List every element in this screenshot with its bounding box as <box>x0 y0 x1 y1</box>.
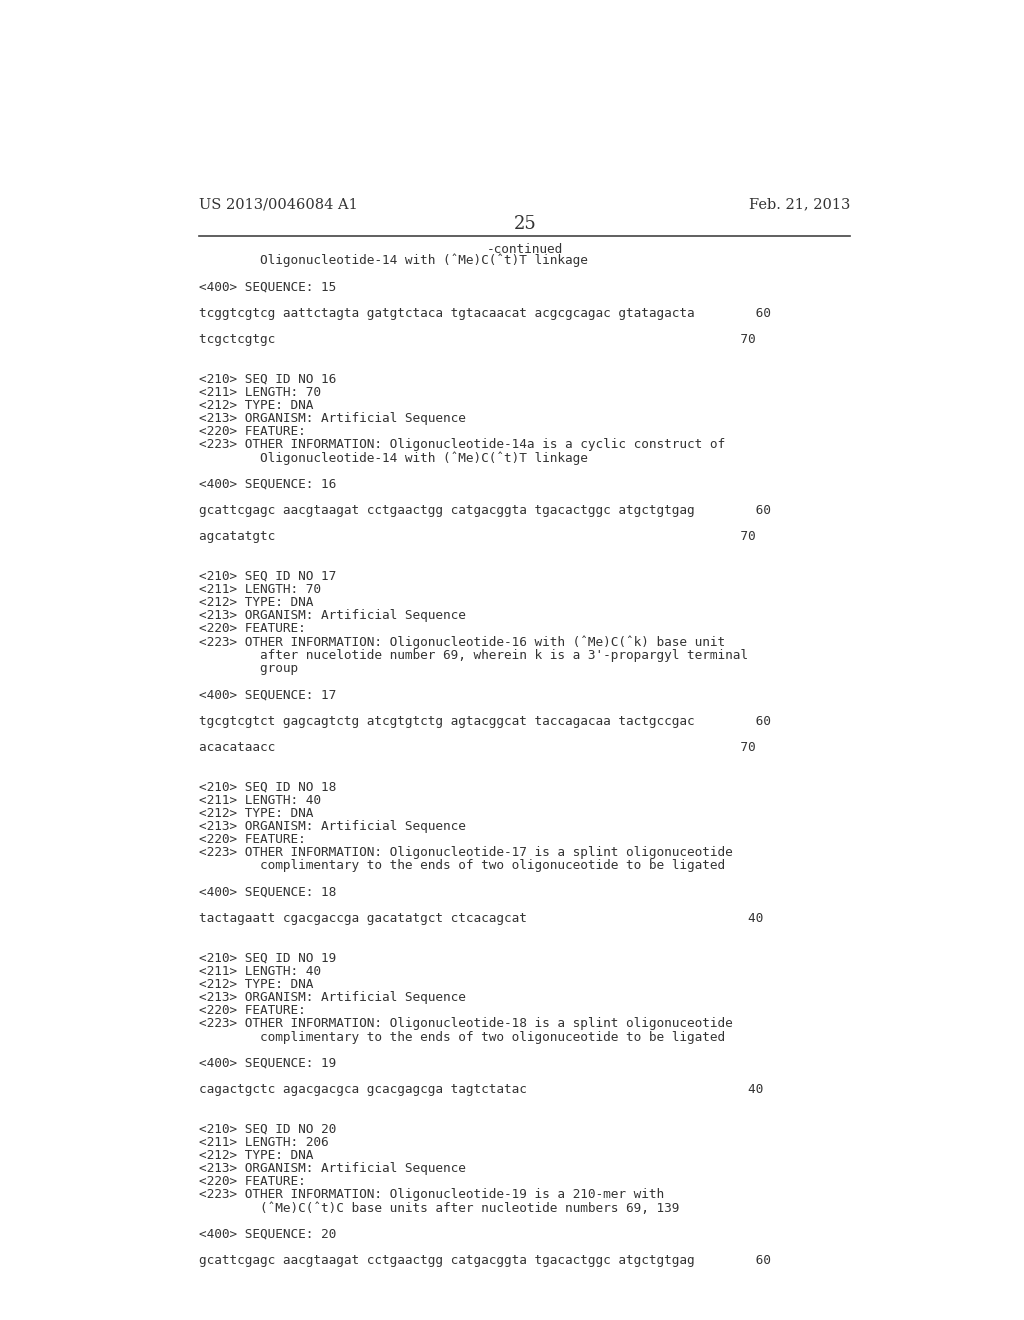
Text: <210> SEQ ID NO 20: <210> SEQ ID NO 20 <box>200 1122 337 1135</box>
Text: <223> OTHER INFORMATION: Oligonucleotide-16 with (ˆMe)C(ˆk) base unit: <223> OTHER INFORMATION: Oligonucleotide… <box>200 636 726 649</box>
Text: after nucelotide number 69, wherein k is a 3'-propargyl terminal: after nucelotide number 69, wherein k is… <box>200 649 749 661</box>
Text: <211> LENGTH: 40: <211> LENGTH: 40 <box>200 793 322 807</box>
Text: <211> LENGTH: 70: <211> LENGTH: 70 <box>200 385 322 399</box>
Text: -continued: -continued <box>486 243 563 256</box>
Text: agcatatgtc                                                             70: agcatatgtc 70 <box>200 531 756 544</box>
Text: <400> SEQUENCE: 17: <400> SEQUENCE: 17 <box>200 688 337 701</box>
Text: acacataacc                                                             70: acacataacc 70 <box>200 741 756 754</box>
Text: <220> FEATURE:: <220> FEATURE: <box>200 833 306 846</box>
Text: <213> ORGANISM: Artificial Sequence: <213> ORGANISM: Artificial Sequence <box>200 412 466 425</box>
Text: <211> LENGTH: 206: <211> LENGTH: 206 <box>200 1135 329 1148</box>
Text: (ˆMe)C(ˆt)C base units after nucleotide numbers 69, 139: (ˆMe)C(ˆt)C base units after nucleotide … <box>200 1201 680 1214</box>
Text: <212> TYPE: DNA: <212> TYPE: DNA <box>200 978 313 991</box>
Text: <223> OTHER INFORMATION: Oligonucleotide-19 is a 210-mer with: <223> OTHER INFORMATION: Oligonucleotide… <box>200 1188 665 1201</box>
Text: <211> LENGTH: 70: <211> LENGTH: 70 <box>200 583 322 597</box>
Text: <400> SEQUENCE: 16: <400> SEQUENCE: 16 <box>200 478 337 491</box>
Text: <220> FEATURE:: <220> FEATURE: <box>200 623 306 635</box>
Text: tcggtcgtcg aattctagta gatgtctaca tgtacaacat acgcgcagac gtatagacta        60: tcggtcgtcg aattctagta gatgtctaca tgtacaa… <box>200 306 771 319</box>
Text: <400> SEQUENCE: 19: <400> SEQUENCE: 19 <box>200 1057 337 1069</box>
Text: Oligonucleotide-14 with (ˆMe)C(ˆt)T linkage: Oligonucleotide-14 with (ˆMe)C(ˆt)T link… <box>200 451 589 465</box>
Text: tactagaatt cgacgaccga gacatatgct ctcacagcat                             40: tactagaatt cgacgaccga gacatatgct ctcacag… <box>200 912 764 925</box>
Text: <223> OTHER INFORMATION: Oligonucleotide-17 is a splint oligonuceotide: <223> OTHER INFORMATION: Oligonucleotide… <box>200 846 733 859</box>
Text: <213> ORGANISM: Artificial Sequence: <213> ORGANISM: Artificial Sequence <box>200 991 466 1005</box>
Text: <220> FEATURE:: <220> FEATURE: <box>200 1175 306 1188</box>
Text: <213> ORGANISM: Artificial Sequence: <213> ORGANISM: Artificial Sequence <box>200 610 466 622</box>
Text: complimentary to the ends of two oligonuceotide to be ligated: complimentary to the ends of two oligonu… <box>200 859 726 873</box>
Text: <210> SEQ ID NO 16: <210> SEQ ID NO 16 <box>200 372 337 385</box>
Text: <400> SEQUENCE: 20: <400> SEQUENCE: 20 <box>200 1228 337 1241</box>
Text: <210> SEQ ID NO 19: <210> SEQ ID NO 19 <box>200 952 337 965</box>
Text: cagactgctc agacgacgca gcacgagcga tagtctatac                             40: cagactgctc agacgacgca gcacgagcga tagtcta… <box>200 1084 764 1096</box>
Text: <212> TYPE: DNA: <212> TYPE: DNA <box>200 597 313 609</box>
Text: gcattcgagc aacgtaagat cctgaactgg catgacggta tgacactggc atgctgtgag        60: gcattcgagc aacgtaagat cctgaactgg catgacg… <box>200 1254 771 1267</box>
Text: Feb. 21, 2013: Feb. 21, 2013 <box>749 197 850 211</box>
Text: tcgctcgtgc                                                             70: tcgctcgtgc 70 <box>200 333 756 346</box>
Text: <220> FEATURE:: <220> FEATURE: <box>200 425 306 438</box>
Text: <213> ORGANISM: Artificial Sequence: <213> ORGANISM: Artificial Sequence <box>200 1162 466 1175</box>
Text: gcattcgagc aacgtaagat cctgaactgg catgacggta tgacactggc atgctgtgag        60: gcattcgagc aacgtaagat cctgaactgg catgacg… <box>200 504 771 517</box>
Text: Oligonucleotide-14 with (ˆMe)C(ˆt)T linkage: Oligonucleotide-14 with (ˆMe)C(ˆt)T link… <box>200 253 589 268</box>
Text: <223> OTHER INFORMATION: Oligonucleotide-14a is a cyclic construct of: <223> OTHER INFORMATION: Oligonucleotide… <box>200 438 726 451</box>
Text: <400> SEQUENCE: 15: <400> SEQUENCE: 15 <box>200 280 337 293</box>
Text: <210> SEQ ID NO 17: <210> SEQ ID NO 17 <box>200 570 337 583</box>
Text: group: group <box>200 661 299 675</box>
Text: <210> SEQ ID NO 18: <210> SEQ ID NO 18 <box>200 780 337 793</box>
Text: <220> FEATURE:: <220> FEATURE: <box>200 1005 306 1018</box>
Text: <400> SEQUENCE: 18: <400> SEQUENCE: 18 <box>200 886 337 899</box>
Text: US 2013/0046084 A1: US 2013/0046084 A1 <box>200 197 358 211</box>
Text: <213> ORGANISM: Artificial Sequence: <213> ORGANISM: Artificial Sequence <box>200 820 466 833</box>
Text: <223> OTHER INFORMATION: Oligonucleotide-18 is a splint oligonuceotide: <223> OTHER INFORMATION: Oligonucleotide… <box>200 1018 733 1031</box>
Text: <211> LENGTH: 40: <211> LENGTH: 40 <box>200 965 322 978</box>
Text: complimentary to the ends of two oligonuceotide to be ligated: complimentary to the ends of two oligonu… <box>200 1031 726 1044</box>
Text: <212> TYPE: DNA: <212> TYPE: DNA <box>200 807 313 820</box>
Text: <212> TYPE: DNA: <212> TYPE: DNA <box>200 399 313 412</box>
Text: tgcgtcgtct gagcagtctg atcgtgtctg agtacggcat taccagacaa tactgccgac        60: tgcgtcgtct gagcagtctg atcgtgtctg agtacgg… <box>200 714 771 727</box>
Text: 25: 25 <box>513 215 537 234</box>
Text: <212> TYPE: DNA: <212> TYPE: DNA <box>200 1148 313 1162</box>
